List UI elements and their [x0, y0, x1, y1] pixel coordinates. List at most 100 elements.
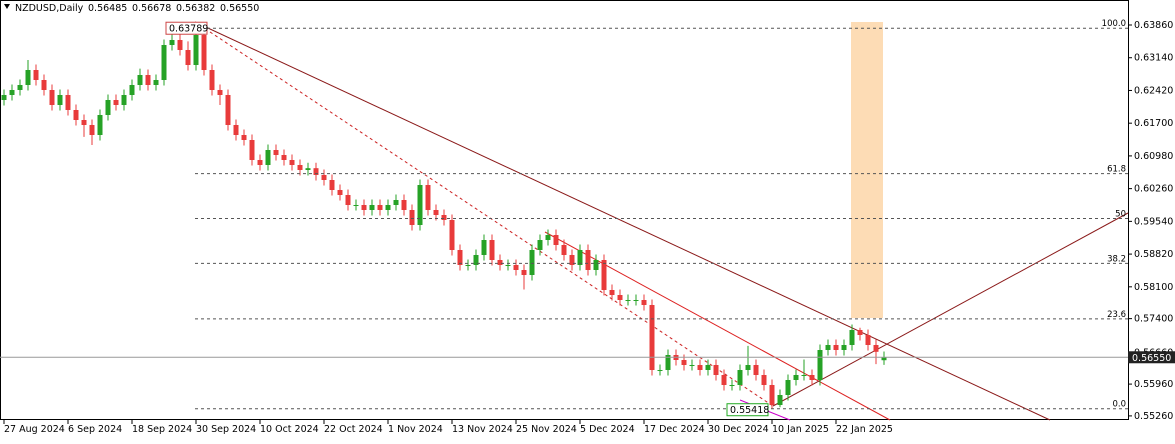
candle-body: [753, 365, 759, 375]
candle-body: [393, 200, 399, 205]
candle-body: [113, 100, 119, 105]
candle-body: [601, 260, 607, 290]
y-tick-label: 0.55960: [1134, 379, 1173, 390]
candle-body: [313, 168, 319, 175]
candle-body: [233, 125, 239, 135]
candle-body: [497, 260, 503, 265]
x-tick-label: 25 Nov 2024: [516, 424, 577, 435]
candle-body: [841, 345, 847, 350]
candle-body: [201, 35, 207, 70]
candle-body: [409, 210, 415, 225]
candle-body: [457, 250, 463, 265]
y-tick-label: 0.63140: [1134, 53, 1173, 64]
candle-body: [809, 375, 815, 380]
candle-body: [305, 168, 311, 170]
ohlc-open: 0.56485: [88, 3, 127, 14]
fib-label: 0.0: [1112, 400, 1126, 410]
candle-body: [657, 370, 663, 371]
candle-body: [105, 100, 111, 115]
candle-body: [825, 345, 831, 350]
y-tick-label: 0.58100: [1134, 282, 1173, 293]
candle-body: [65, 95, 71, 110]
candle-body: [121, 95, 127, 105]
candle-body: [681, 360, 687, 365]
ohlc-low: 0.56382: [176, 3, 215, 14]
candle-body: [633, 300, 639, 301]
candle-body: [489, 240, 495, 260]
candle-body: [433, 210, 439, 215]
candle-body: [697, 365, 703, 370]
candle-body: [857, 330, 863, 335]
candle-body: [561, 245, 567, 255]
y-tick-label: 0.55260: [1134, 411, 1173, 422]
candle-body: [377, 205, 383, 210]
zone: [851, 22, 883, 318]
candle-body: [441, 215, 447, 220]
candle-body: [521, 270, 527, 275]
x-tick-label: 17 Dec 2024: [644, 424, 705, 435]
candle-body: [145, 75, 151, 85]
candle-body: [641, 300, 647, 305]
y-tick-label: 0.62420: [1134, 85, 1173, 96]
candle-body: [873, 345, 879, 352]
candle-body: [793, 375, 799, 380]
candle-body: [505, 265, 511, 266]
candle-body: [289, 160, 295, 165]
candle-body: [337, 190, 343, 195]
candle-body: [345, 195, 351, 205]
candle-body: [833, 345, 839, 350]
candle-body: [777, 395, 783, 405]
candle-body: [849, 330, 855, 345]
ohlc-high: 0.56678: [132, 3, 171, 14]
candle-body: [737, 370, 743, 385]
x-tick-label: 10 Oct 2024: [260, 424, 319, 435]
candle-body: [465, 265, 471, 266]
y-tick-label: 0.63860: [1134, 20, 1173, 31]
candle-body: [801, 375, 807, 376]
dropdown-icon[interactable]: [4, 4, 10, 9]
candle-body: [41, 80, 47, 90]
candle-body: [89, 125, 95, 135]
fib-label: 100.0: [1102, 19, 1126, 29]
candle-body: [57, 95, 63, 105]
candle-body: [169, 40, 175, 45]
y-tick-label: 0.59540: [1134, 216, 1173, 227]
x-tick-label: 1 Nov 2024: [388, 424, 443, 435]
candle-body: [705, 365, 711, 370]
candle-body: [25, 70, 31, 85]
candle-body: [265, 150, 271, 165]
candle-body: [817, 350, 823, 380]
candle-body: [257, 160, 263, 165]
candle-body: [553, 235, 559, 245]
candle-body: [161, 45, 167, 80]
candle-body: [49, 90, 55, 105]
candle-body: [865, 335, 871, 345]
candle-body: [785, 380, 791, 395]
candle-body: [329, 180, 335, 190]
x-tick-label: 10 Jan 2025: [772, 424, 829, 435]
x-tick-label: 27 Aug 2024: [4, 424, 65, 435]
candle-body: [881, 357, 887, 361]
y-tick-label: 0.57400: [1134, 314, 1173, 325]
plot-frame: [0, 0, 1129, 420]
candle-body: [665, 355, 671, 370]
candle-body: [361, 205, 367, 210]
high-label-box: [165, 21, 208, 35]
candle-body: [209, 70, 215, 90]
candle-body: [217, 90, 223, 95]
candle-body: [449, 220, 455, 250]
candle-body: [81, 120, 87, 125]
candle-body: [609, 290, 615, 295]
x-tick-label: 22 Oct 2024: [324, 424, 383, 435]
y-tick-label: 0.60260: [1134, 184, 1173, 195]
candle-body: [617, 295, 623, 300]
trendline: [194, 21, 1051, 421]
candle-body: [185, 50, 191, 65]
x-tick-label: 30 Dec 2024: [708, 424, 769, 435]
x-tick-label: 5 Dec 2024: [580, 424, 635, 435]
low-label-box: [726, 403, 769, 417]
symbol: NZDUSD,Daily: [15, 3, 84, 14]
candle-body: [369, 205, 375, 210]
candle-body: [73, 110, 79, 120]
